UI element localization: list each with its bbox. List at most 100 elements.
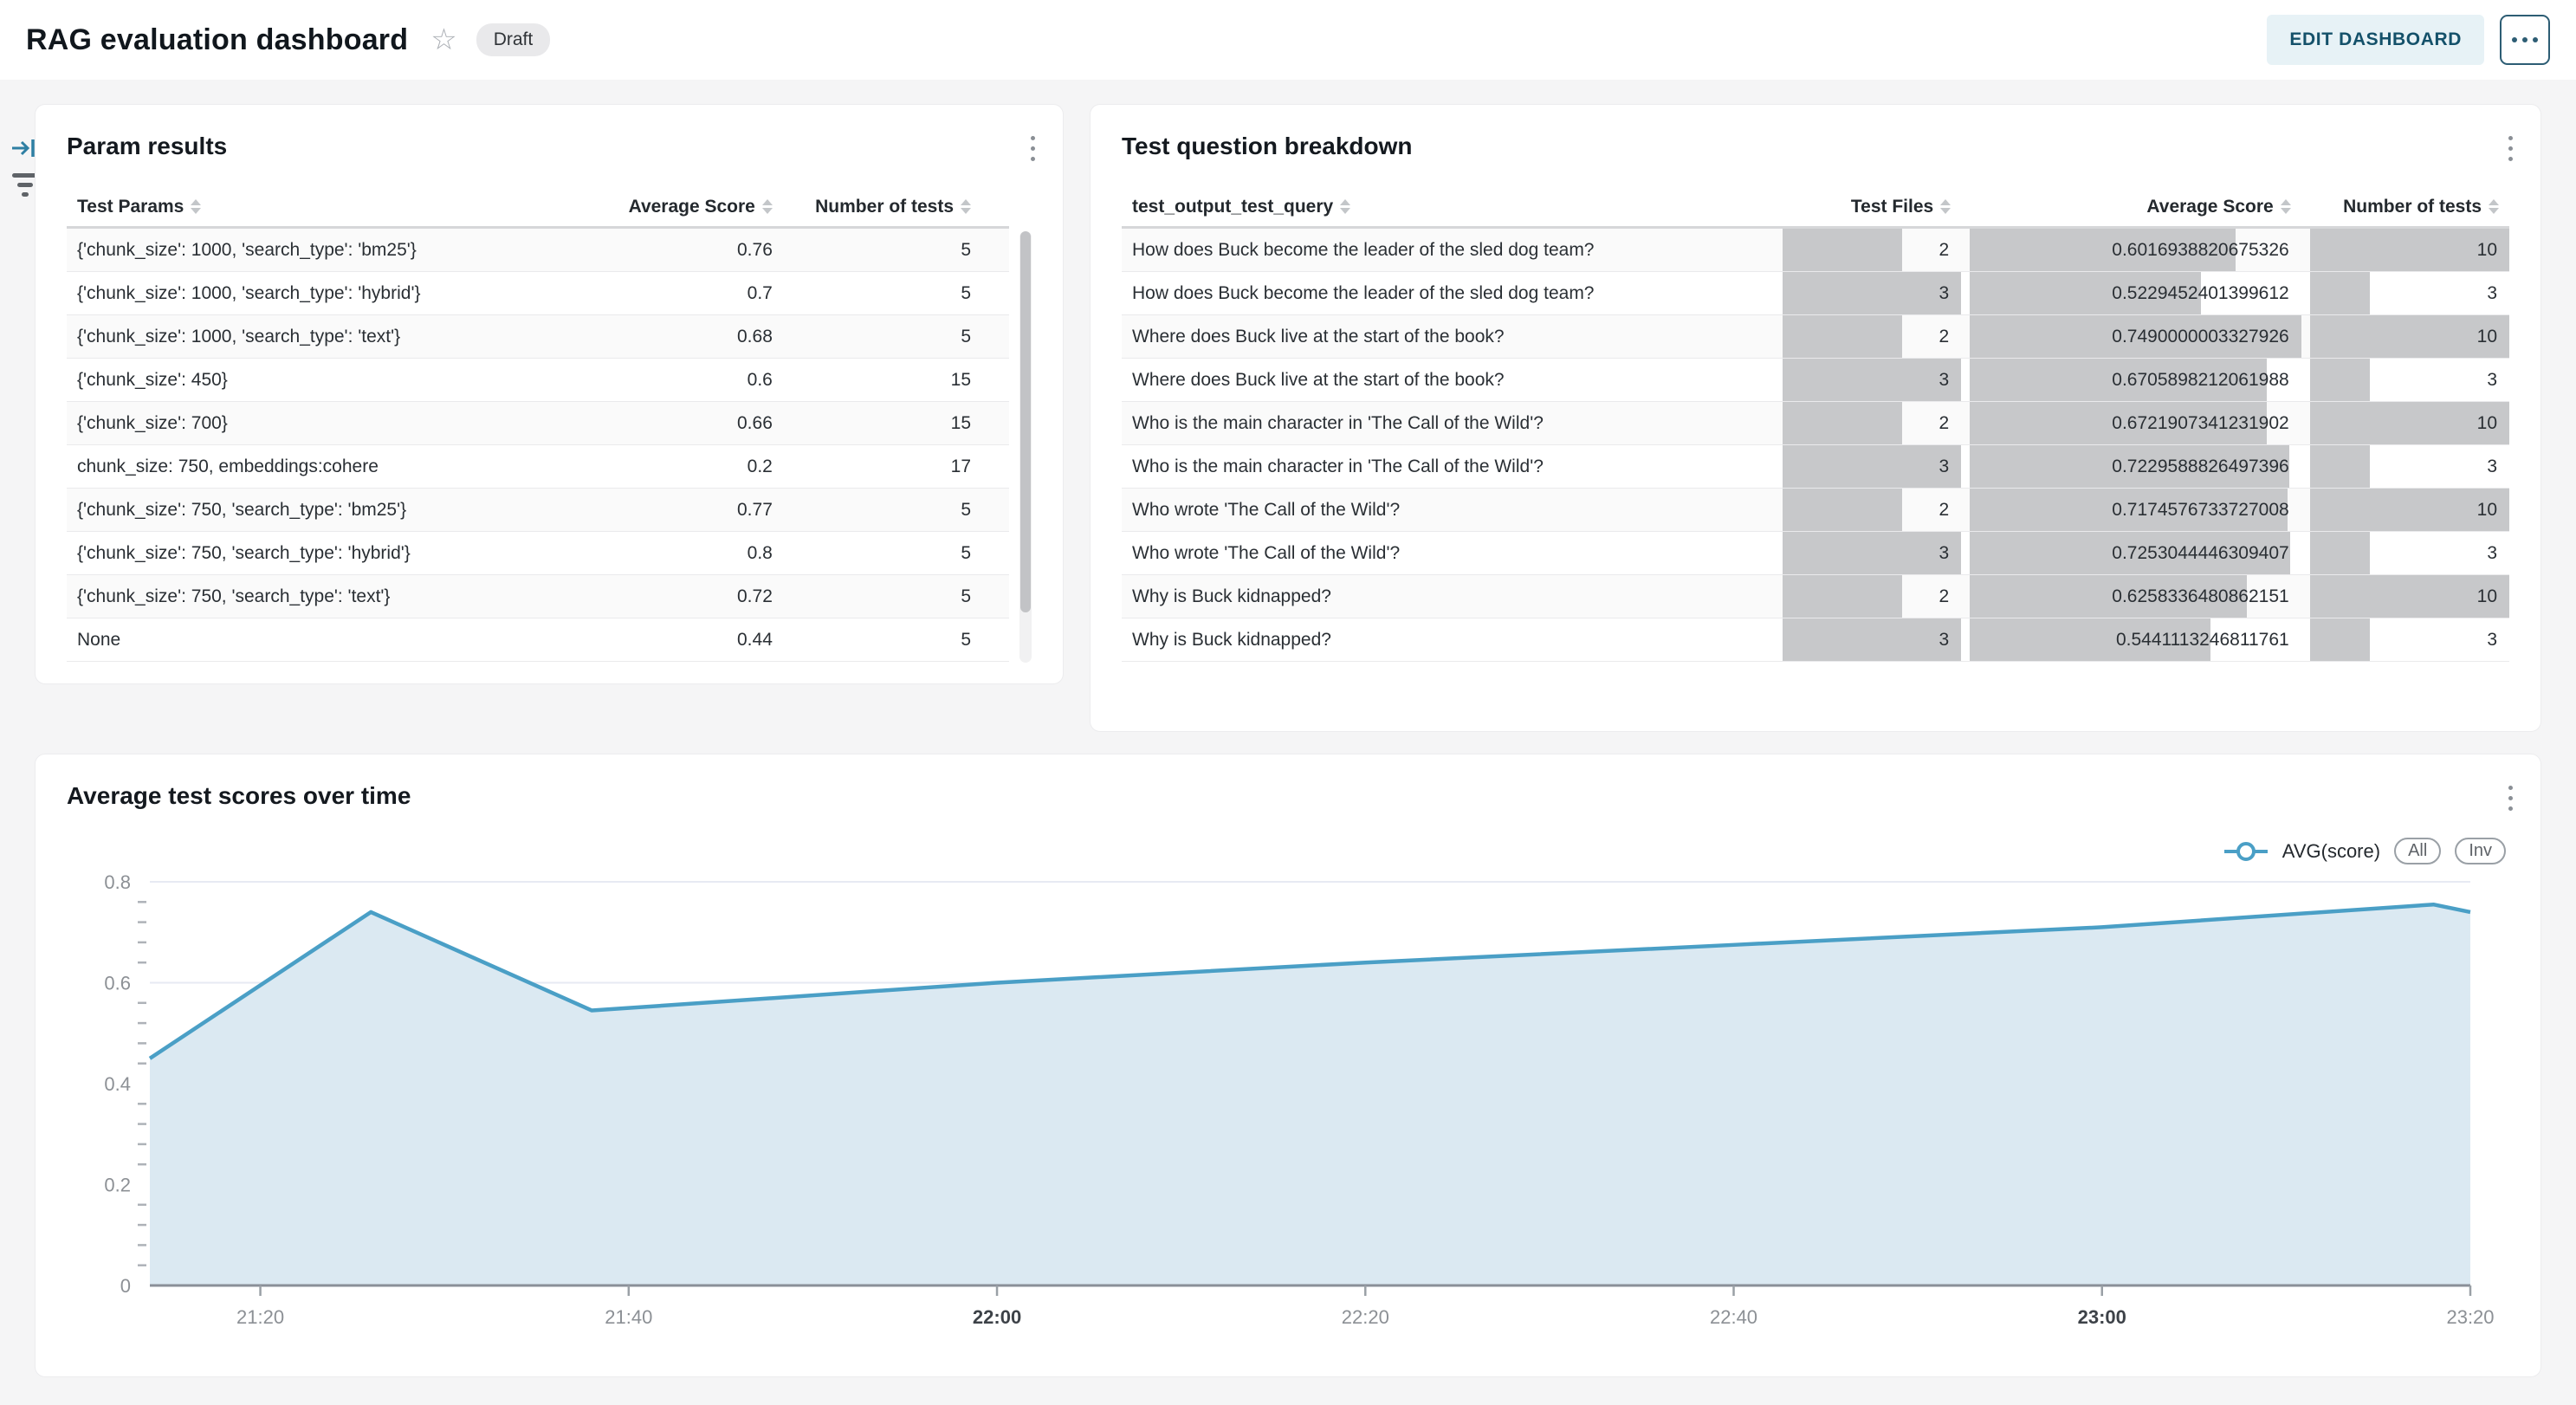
- cell-query: Who is the main character in 'The Call o…: [1132, 412, 1544, 433]
- table-row[interactable]: Who wrote 'The Call of the Wild'? 3 0.7253…: [1122, 532, 2509, 575]
- legend-series-label[interactable]: AVG(score): [2282, 839, 2381, 862]
- data-bar: [2309, 402, 2509, 444]
- y-tick-label: 0: [120, 1275, 131, 1297]
- data-bar: [1782, 618, 1962, 661]
- avg-score-area-fill: [150, 904, 2470, 1285]
- param-results-menu-icon[interactable]: [1026, 131, 1040, 166]
- table-row[interactable]: chunk_size: 750, embeddings:cohere 0.2 17: [67, 445, 1009, 489]
- data-bar: [1782, 575, 1902, 618]
- data-bar: [1970, 532, 2291, 574]
- x-tick-label: 22:40: [1710, 1306, 1757, 1328]
- test-question-breakdown-card: Test question breakdown test_output_test…: [1090, 104, 2541, 732]
- column-header-number-of-tests[interactable]: Number of tests: [2301, 197, 2509, 217]
- table-row[interactable]: Who wrote 'The Call of the Wild'? 2 0.7174…: [1122, 489, 2509, 532]
- cell-test-files: 3: [1782, 618, 1962, 661]
- cell-number-of-tests: 3: [2309, 359, 2509, 401]
- dashboard-menu-button[interactable]: [2500, 15, 2550, 65]
- column-header-number-of-tests[interactable]: Number of tests: [783, 197, 1009, 217]
- cell-test-files: 2: [1782, 315, 1961, 358]
- table-row[interactable]: None 0.44 5: [67, 618, 1009, 662]
- data-bar: [1782, 489, 1902, 531]
- column-header-average-score[interactable]: Average Score: [1961, 197, 2301, 217]
- table-row[interactable]: {'chunk_size': 750, 'search_type': 'hybr…: [67, 532, 1009, 575]
- sort-icon[interactable]: [2489, 199, 2499, 214]
- data-bar: [1782, 402, 1902, 444]
- table-row[interactable]: {'chunk_size': 450} 0.6 15: [67, 359, 1009, 402]
- collapse-panel-icon[interactable]: [10, 135, 36, 161]
- table-row[interactable]: {'chunk_size': 1000, 'search_type': 'tex…: [67, 315, 1009, 359]
- breakdown-menu-icon[interactable]: [2503, 131, 2518, 166]
- cell-query: Why is Buck kidnapped?: [1132, 629, 1331, 650]
- cell-number-of-tests: 10: [2309, 575, 2509, 618]
- column-header-test-params[interactable]: Test Params: [67, 197, 538, 217]
- table-row[interactable]: Why is Buck kidnapped? 3 0.544111324681176…: [1122, 618, 2509, 662]
- cell-average-score: 0.7: [747, 282, 773, 303]
- chart-menu-icon[interactable]: [2503, 780, 2518, 816]
- chart-title: Average test scores over time: [67, 782, 411, 809]
- sort-icon[interactable]: [191, 199, 202, 214]
- column-header-test-files[interactable]: Test Files: [1774, 197, 1961, 217]
- data-bar: [1970, 359, 2267, 401]
- table-row[interactable]: Who is the main character in 'The Call o…: [1122, 402, 2509, 445]
- sort-icon[interactable]: [1340, 199, 1351, 214]
- data-bar: [1782, 445, 1962, 488]
- table-row[interactable]: How does Buck become the leader of the s…: [1122, 272, 2509, 315]
- cell-test-files: 3: [1782, 272, 1962, 314]
- legend-all-button[interactable]: All: [2394, 838, 2442, 864]
- table-row[interactable]: Who is the main character in 'The Call o…: [1122, 445, 2509, 489]
- table-row[interactable]: Where does Buck live at the start of the…: [1122, 315, 2509, 359]
- cell-number-of-tests: 3: [2309, 272, 2509, 314]
- cell-average-score: 0.6258336480862151: [1970, 575, 2301, 618]
- sort-icon[interactable]: [961, 199, 971, 214]
- table-row[interactable]: {'chunk_size': 750, 'search_type': 'text…: [67, 575, 1009, 618]
- table-scrollbar[interactable]: [1019, 231, 1032, 663]
- cell-average-score: 0.76: [737, 239, 773, 260]
- cell-query: Where does Buck live at the start of the…: [1132, 326, 1505, 346]
- cell-number-of-tests: 5: [961, 326, 971, 346]
- cell-average-score: 0.5229452401399612: [1970, 272, 2301, 314]
- avg-score-area-chart[interactable]: 0 0.2 0.4 0.6 0.8 21:20 21:40 22:00 22:20 22:40 23…: [56, 867, 2520, 1361]
- column-header-query[interactable]: test_output_test_query: [1122, 197, 1774, 217]
- table-row[interactable]: {'chunk_size': 1000, 'search_type': 'hyb…: [67, 272, 1009, 315]
- sort-icon[interactable]: [2280, 199, 2291, 214]
- edit-dashboard-button[interactable]: EDIT DASHBOARD: [2267, 15, 2484, 65]
- column-header-average-score[interactable]: Average Score: [538, 197, 783, 217]
- data-bar: [1782, 359, 1962, 401]
- avg-scores-chart-card: Average test scores over time AVG(score)…: [35, 754, 2541, 1377]
- cell-average-score: 0.7229588826497396: [1970, 445, 2301, 488]
- table-row[interactable]: {'chunk_size': 750, 'search_type': 'bm25…: [67, 489, 1009, 532]
- cell-number-of-tests: 15: [950, 369, 971, 390]
- sort-icon[interactable]: [761, 199, 773, 214]
- table-row[interactable]: How does Buck become the leader of the s…: [1122, 229, 2509, 272]
- cell-query: Who wrote 'The Call of the Wild'?: [1132, 499, 1401, 520]
- param-results-body: {'chunk_size': 1000, 'search_type': 'bm2…: [67, 229, 1009, 662]
- favorite-star-icon[interactable]: ☆: [430, 23, 457, 56]
- breakdown-body: How does Buck become the leader of the s…: [1122, 229, 2509, 662]
- chart-legend: AVG(score) All Inv: [2223, 838, 2506, 864]
- legend-inv-button[interactable]: Inv: [2455, 838, 2506, 864]
- cell-average-score: 0.7253044446309407: [1970, 532, 2301, 574]
- cell-test-files: 3: [1782, 359, 1962, 401]
- y-tick-label: 0.8: [104, 871, 131, 893]
- cell-test-params: {'chunk_size': 700}: [77, 412, 228, 433]
- filter-icon[interactable]: [10, 173, 40, 197]
- table-row[interactable]: Why is Buck kidnapped? 2 0.625833648086215…: [1122, 575, 2509, 618]
- data-bar: [2309, 315, 2509, 358]
- data-bar: [1970, 402, 2268, 444]
- sort-icon[interactable]: [1940, 199, 1951, 214]
- cell-number-of-tests: 17: [950, 456, 971, 476]
- data-bar: [1782, 272, 1962, 314]
- data-bar: [2309, 532, 2370, 574]
- table-row[interactable]: {'chunk_size': 1000, 'search_type': 'bm2…: [67, 229, 1009, 272]
- data-bar: [2309, 272, 2370, 314]
- data-bar: [1970, 575, 2247, 618]
- scrollbar-thumb[interactable]: [1020, 231, 1031, 612]
- cell-average-score: 0.2: [747, 456, 773, 476]
- table-row[interactable]: {'chunk_size': 700} 0.66 15: [67, 402, 1009, 445]
- breakdown-table: test_output_test_query Test Files Averag…: [1122, 187, 2509, 662]
- data-bar: [1970, 315, 2301, 358]
- cell-average-score: 0.77: [737, 499, 773, 520]
- x-tick-label: 23:00: [2078, 1306, 2126, 1328]
- cell-test-files: 3: [1782, 532, 1962, 574]
- table-row[interactable]: Where does Buck live at the start of the…: [1122, 359, 2509, 402]
